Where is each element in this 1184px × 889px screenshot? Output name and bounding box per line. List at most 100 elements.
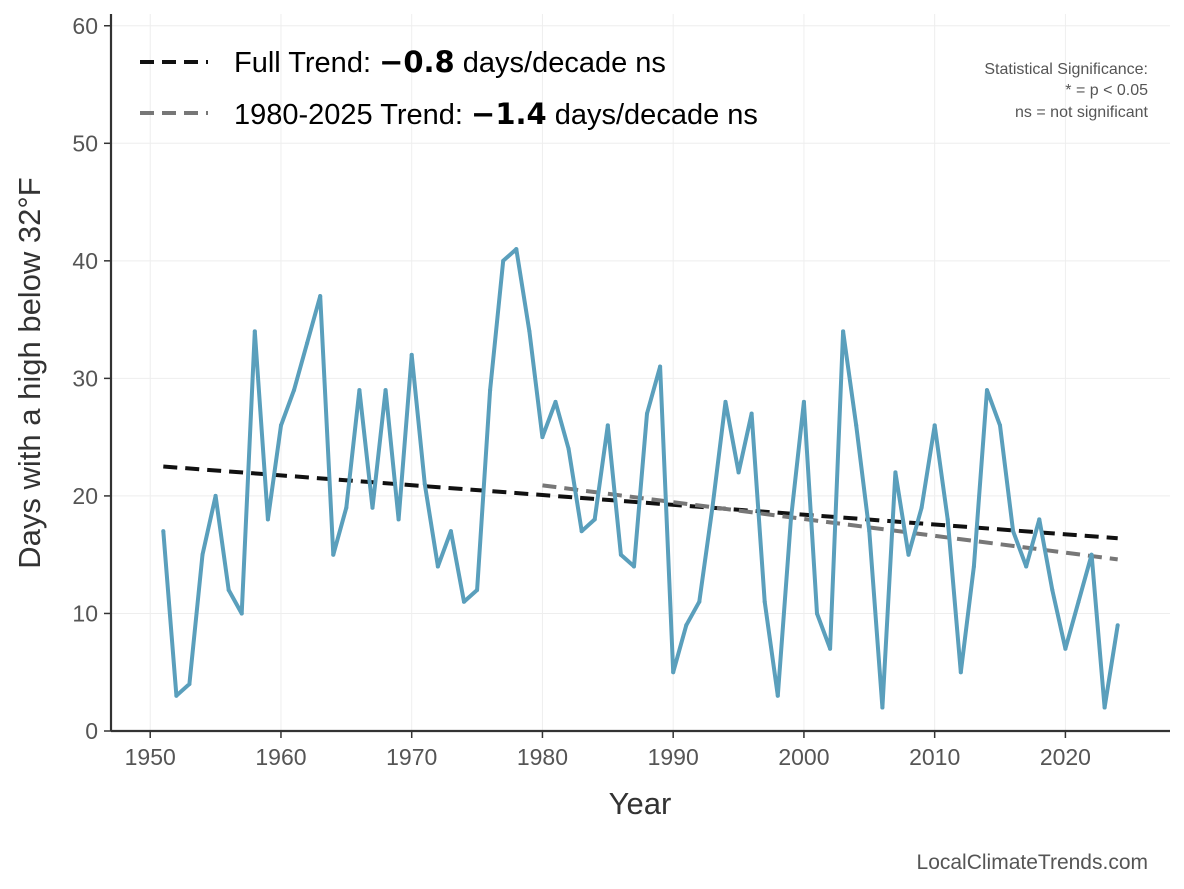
legend-full-trend-value: −0.8 [379, 45, 455, 79]
data-point-2002 [828, 646, 833, 651]
legend-recent-trend-suffix: days/decade ns [547, 99, 758, 131]
data-point-2015 [998, 423, 1003, 428]
significance-title: Statistical Significance: [984, 61, 1148, 78]
x-tick-label-1970: 1970 [386, 744, 437, 770]
data-point-1972 [435, 564, 440, 569]
x-tick-label-1990: 1990 [648, 744, 699, 770]
significance-note: Statistical Significance: * = p < 0.05 n… [984, 61, 1148, 121]
data-point-1995 [736, 470, 741, 475]
data-point-1974 [462, 599, 466, 604]
data-point-1971 [422, 482, 427, 487]
data-point-1980 [540, 435, 545, 440]
data-point-2006 [880, 705, 885, 710]
data-point-2016 [1011, 529, 1016, 534]
data-point-2004 [854, 423, 859, 428]
data-point-1991 [684, 623, 689, 628]
x-tick-label-1980: 1980 [517, 744, 568, 770]
data-point-2017 [1024, 564, 1029, 569]
data-point-1951 [161, 529, 166, 534]
x-ticks: 1950 1960 1970 1980 1990 2000 2010 2020 [125, 731, 1091, 770]
data-point-1978 [514, 247, 519, 252]
data-point-1964 [331, 552, 336, 557]
data-point-1997 [762, 599, 767, 604]
data-point-1965 [344, 505, 349, 510]
data-point-1989 [658, 364, 663, 369]
data-point-2022 [1089, 552, 1094, 557]
data-point-2010 [932, 423, 937, 428]
source-credit: LocalClimateTrends.com [917, 851, 1148, 874]
full-trend-line [163, 464, 1118, 541]
y-tick-label-20: 20 [72, 483, 98, 509]
gridlines [111, 14, 1170, 732]
x-tick-label-2010: 2010 [909, 744, 960, 770]
data-point-1976 [488, 388, 493, 393]
legend-full-trend-suffix: days/decade ns [455, 47, 666, 79]
data-point-2021 [1076, 599, 1081, 604]
data-point-1955 [213, 493, 218, 498]
data-point-1975 [475, 587, 480, 592]
x-tick-label-1950: 1950 [125, 744, 176, 770]
data-point-1963 [318, 294, 323, 299]
data-point-2003 [841, 329, 846, 334]
data-point-1952 [174, 693, 179, 698]
data-point-2018 [1037, 517, 1042, 522]
x-tick-label-2020: 2020 [1040, 744, 1091, 770]
y-tick-label-30: 30 [72, 365, 98, 391]
data-point-2009 [919, 505, 924, 510]
data-point-2013 [971, 564, 976, 569]
data-point-1984 [592, 517, 597, 522]
data-point-2020 [1063, 646, 1068, 651]
data-point-2008 [906, 552, 911, 557]
data-point-1970 [409, 352, 414, 357]
data-point-1990 [671, 670, 676, 675]
y-ticks: 0 10 20 30 40 50 60 [72, 13, 111, 744]
data-point-1981 [553, 399, 558, 404]
data-point-1979 [527, 329, 532, 334]
x-axis-label: Year [609, 786, 672, 821]
data-point-1967 [370, 505, 375, 510]
legend-recent-trend-prefix: 1980-2025 Trend: [234, 99, 471, 131]
data-point-1960 [278, 423, 283, 428]
significance-line-1: * = p < 0.05 [1065, 82, 1148, 99]
data-point-1983 [579, 529, 584, 534]
data-point-1982 [566, 446, 571, 451]
data-point-1954 [200, 552, 205, 557]
data-point-2012 [958, 670, 963, 675]
x-tick-label-1960: 1960 [255, 744, 306, 770]
data-point-1959 [265, 517, 270, 522]
x-tick-label-2000: 2000 [778, 744, 829, 770]
legend-recent-trend-label: 1980-2025 Trend: −1.4 days/decade ns [234, 97, 758, 131]
data-point-2000 [801, 399, 806, 404]
data-point-1986 [618, 552, 623, 557]
data-point-1996 [749, 411, 754, 416]
y-tick-label-40: 40 [72, 248, 98, 274]
data-point-1953 [187, 681, 192, 686]
data-point-2023 [1102, 705, 1107, 710]
data-point-2011 [945, 517, 950, 522]
data-point-1999 [788, 517, 793, 522]
data-point-1957 [239, 611, 244, 616]
legend: Full Trend: −0.8 days/decade ns 1980-202… [140, 45, 758, 131]
significance-line-2: ns = not significant [1015, 104, 1149, 121]
data-point-2024 [1115, 623, 1120, 628]
data-point-2019 [1050, 587, 1055, 592]
data-point-1961 [292, 388, 297, 393]
data-point-2005 [867, 529, 872, 534]
y-axis-label: Days with a high below 32°F [12, 177, 47, 568]
series-line-0 [161, 247, 1120, 710]
data-point-1973 [448, 529, 453, 534]
data-point-1988 [645, 411, 650, 416]
data-point-1987 [631, 564, 636, 569]
data-point-2001 [815, 611, 819, 616]
data-point-1968 [383, 388, 388, 393]
data-point-1992 [697, 599, 702, 604]
legend-full-trend-label: Full Trend: −0.8 days/decade ns [234, 45, 666, 79]
data-point-1969 [396, 517, 401, 522]
data-point-1977 [501, 258, 506, 263]
data-point-2014 [984, 388, 989, 393]
data-point-1956 [226, 587, 231, 592]
data-point-1998 [775, 693, 780, 698]
data-point-1993 [710, 505, 715, 510]
